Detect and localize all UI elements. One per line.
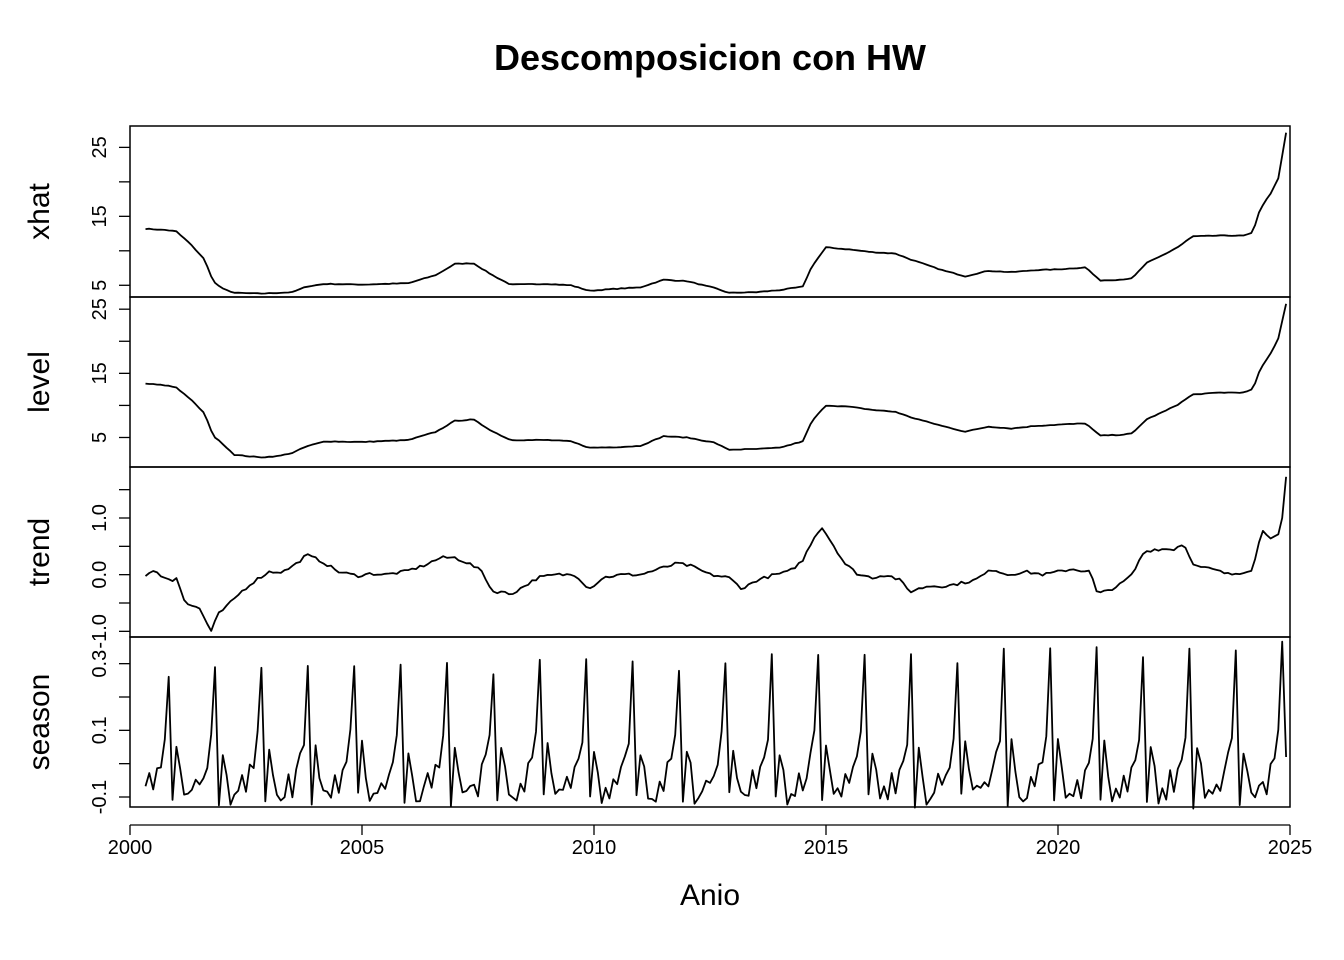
panel-frame — [129, 466, 1291, 638]
chart-title: Descomposicion con HW — [494, 37, 926, 78]
y-axis-label-season: season — [23, 674, 56, 771]
panel-frame — [129, 125, 1291, 298]
panel-xhat: xhat 5 15 25 — [23, 125, 1291, 298]
y-tick-label: 1.0 — [89, 504, 111, 532]
panel-season: season -0.1 0.1 0.3 — [23, 636, 1291, 814]
y-tick-label: 5 — [89, 280, 111, 291]
y-axis-label-xhat: xhat — [23, 182, 56, 239]
x-tick-label: 2020 — [1036, 837, 1081, 859]
y-tick-label: 25 — [89, 298, 111, 320]
y-tick-label: 0.0 — [89, 561, 111, 589]
series-line-xhat — [145, 132, 1287, 295]
x-axis: 2000 2005 2010 2015 2020 2025 — [108, 824, 1313, 859]
series-line-level — [145, 303, 1287, 459]
y-axis-label-level: level — [23, 351, 56, 413]
panel-trend: trend -1.0 0.0 1.0 — [23, 466, 1291, 649]
panels-layer: xhat 5 15 25 level 5 15 25 trend -1.0 0.0 1.0 season… — [23, 125, 1291, 814]
series-line-trend — [144, 476, 1287, 632]
y-tick-label: 15 — [89, 362, 111, 384]
y-tick-label: 15 — [89, 205, 111, 227]
panel-frame — [129, 636, 1291, 808]
y-tick-label: 25 — [89, 136, 111, 158]
y-tick-label: 0.3 — [89, 650, 111, 678]
series-line-season — [144, 640, 1287, 810]
y-tick-label: 0.1 — [89, 716, 111, 744]
x-tick-label: 2000 — [108, 837, 153, 859]
y-tick-label: 5 — [89, 432, 111, 443]
y-tick-label: -1.0 — [89, 614, 111, 648]
x-tick-label: 2025 — [1268, 837, 1313, 859]
y-tick-label: -0.1 — [89, 780, 111, 814]
x-tick-label: 2010 — [572, 837, 617, 859]
panel-level: level 5 15 25 — [23, 296, 1291, 468]
x-tick-label: 2005 — [340, 837, 385, 859]
x-tick-label: 2015 — [804, 837, 849, 859]
x-axis-label: Anio — [680, 879, 740, 912]
y-axis-label-trend: trend — [23, 518, 56, 586]
